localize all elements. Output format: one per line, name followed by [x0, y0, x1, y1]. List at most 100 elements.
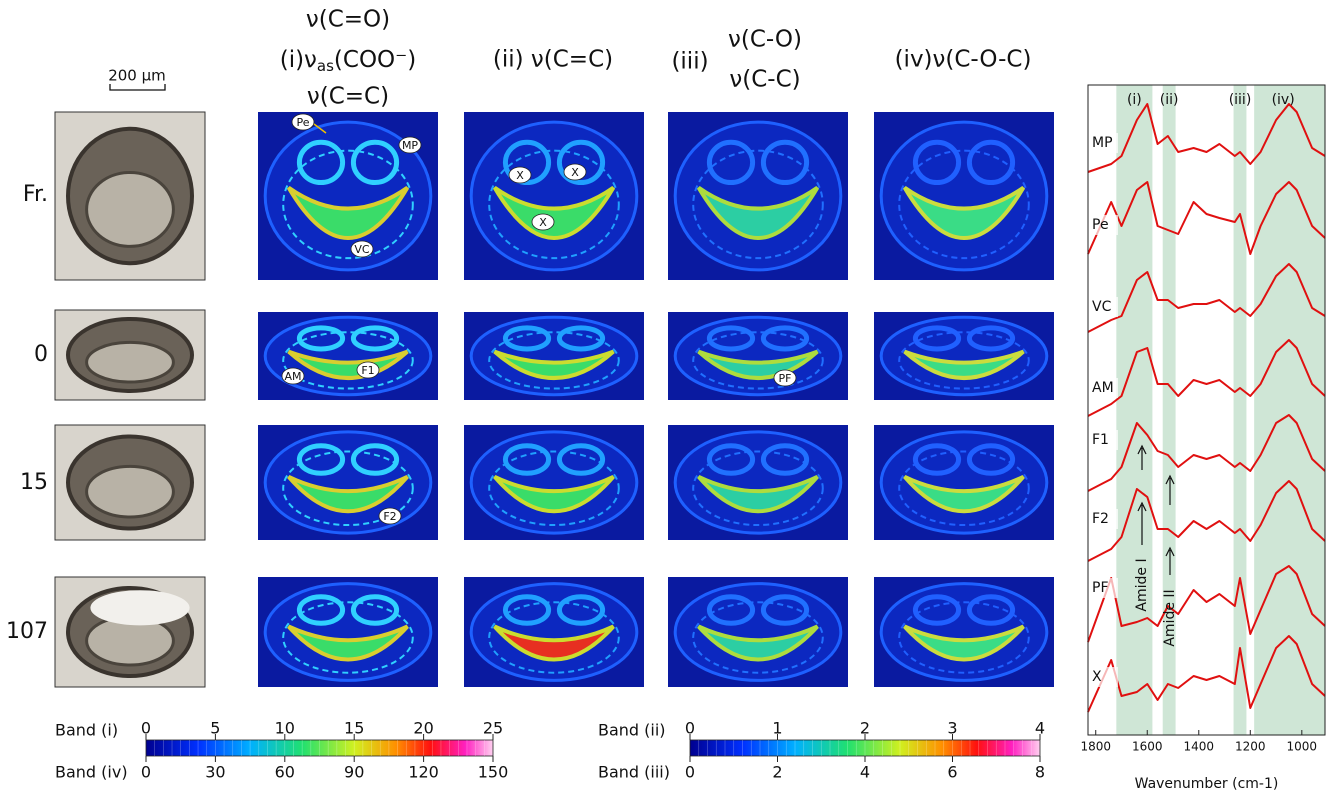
map-tissue	[287, 474, 409, 514]
map-ring	[692, 450, 824, 527]
header-part: as	[317, 57, 334, 75]
map-ring	[282, 149, 414, 260]
column-header: ν(C-O)	[728, 27, 802, 53]
ftir-map	[464, 312, 644, 400]
spectrum-trace	[1087, 263, 1326, 333]
ftir-map	[874, 112, 1054, 280]
trace-label-bg	[1090, 430, 1118, 450]
layout	[54, 84, 1054, 688]
annotation: Pe	[296, 116, 309, 129]
colorbar-tick-label: 0	[141, 719, 151, 738]
colorbar-tick-label: 2	[860, 719, 870, 738]
map-tissue	[493, 624, 615, 662]
map-lobe	[912, 594, 962, 626]
photo-cavity	[90, 590, 190, 626]
ftir-map	[258, 112, 438, 280]
map-tissue	[903, 349, 1025, 380]
micrograph	[54, 424, 206, 541]
band-shade	[1233, 85, 1247, 735]
map-tissue	[697, 624, 819, 662]
x-tick-label: 1800	[1080, 740, 1111, 754]
ftir-map	[668, 577, 848, 687]
map-lobe	[556, 443, 606, 476]
band-shade	[1162, 85, 1176, 735]
colorbar	[145, 739, 494, 757]
map-lobe	[912, 443, 962, 476]
column-header: ν(C=O)	[306, 7, 390, 33]
map-tissue	[493, 349, 615, 380]
map-lobe	[296, 594, 346, 626]
map-outline	[673, 315, 843, 397]
map-lobe	[760, 443, 810, 476]
arrow	[1137, 444, 1147, 470]
spectrum-trace	[1087, 565, 1326, 643]
colorbar-tick-label: 150	[478, 763, 509, 782]
column-header: (i)νas(COO⁻)	[280, 47, 417, 75]
spectrum-trace	[1087, 480, 1326, 562]
trace-label: F1	[1092, 432, 1109, 448]
ftir-map	[668, 312, 848, 400]
row-label: 0	[34, 342, 48, 367]
colorbar-tick-label: 60	[275, 763, 295, 782]
map-lobe	[350, 139, 400, 186]
amide-label: Amide I	[1134, 558, 1150, 611]
colorbar-tick-label: 3	[947, 719, 957, 738]
map-outline	[263, 582, 433, 682]
plot-frame	[1087, 84, 1326, 736]
arrow	[1165, 546, 1175, 575]
map-outline	[263, 315, 433, 397]
map-outline	[879, 430, 1049, 535]
map-ring	[282, 331, 414, 390]
ftir-map	[874, 312, 1054, 400]
column-header: (iv)ν(C-O-C)	[895, 47, 1032, 73]
map-tissue	[902, 185, 1026, 240]
colorbar-tick-label: 120	[408, 763, 439, 782]
map-lobe	[706, 443, 756, 476]
map-lobe	[760, 139, 810, 186]
annotation: PF	[779, 372, 792, 385]
colorbar-tick-label: 4	[860, 763, 870, 782]
arrow	[1137, 501, 1147, 545]
map-ring	[488, 331, 620, 390]
colorbar-tick-label: 0	[141, 763, 151, 782]
annotation-bubble	[291, 113, 315, 131]
x-tick-label: 1000	[1287, 740, 1318, 754]
column-header: (ii) ν(C=C)	[493, 47, 613, 73]
map-outline	[469, 315, 639, 397]
colorbar-label: Band (iv)	[55, 763, 128, 782]
spectrum-trace	[1087, 181, 1326, 255]
map-ring	[898, 331, 1030, 390]
spectrum-trace	[1087, 103, 1326, 173]
ftir-map	[258, 425, 438, 540]
map-ring	[282, 450, 414, 527]
map-lobe	[966, 594, 1016, 626]
colorbar-tick-label: 0	[685, 763, 695, 782]
map-outline	[879, 582, 1049, 682]
map-lobe	[556, 325, 606, 352]
map-outline	[263, 430, 433, 535]
map-lobe	[966, 325, 1016, 352]
colorbar-tick-label: 30	[205, 763, 225, 782]
annotation: F1	[361, 364, 374, 377]
trace-label: X	[1092, 669, 1102, 685]
ftir-map	[668, 112, 848, 280]
trace-label: F2	[1092, 511, 1109, 527]
annotation-bubble	[281, 367, 305, 385]
map-outline	[673, 120, 843, 272]
map-outline	[879, 315, 1049, 397]
trace-label-bg	[1090, 297, 1118, 317]
map-lobe	[706, 325, 756, 352]
colorbar-tick-label: 25	[483, 719, 503, 738]
map-ring	[282, 601, 414, 674]
map-outline	[469, 430, 639, 535]
colorbar-label: Band (ii)	[598, 721, 666, 740]
map-lobe	[706, 594, 756, 626]
map-outline	[469, 120, 639, 272]
trace-label: Pe	[1092, 217, 1109, 233]
micrograph	[54, 576, 206, 688]
ftir-map	[874, 577, 1054, 687]
annotation: X	[571, 166, 579, 179]
micrograph	[54, 309, 206, 401]
spectrum-trace	[1087, 635, 1326, 713]
arrow	[1165, 474, 1175, 505]
